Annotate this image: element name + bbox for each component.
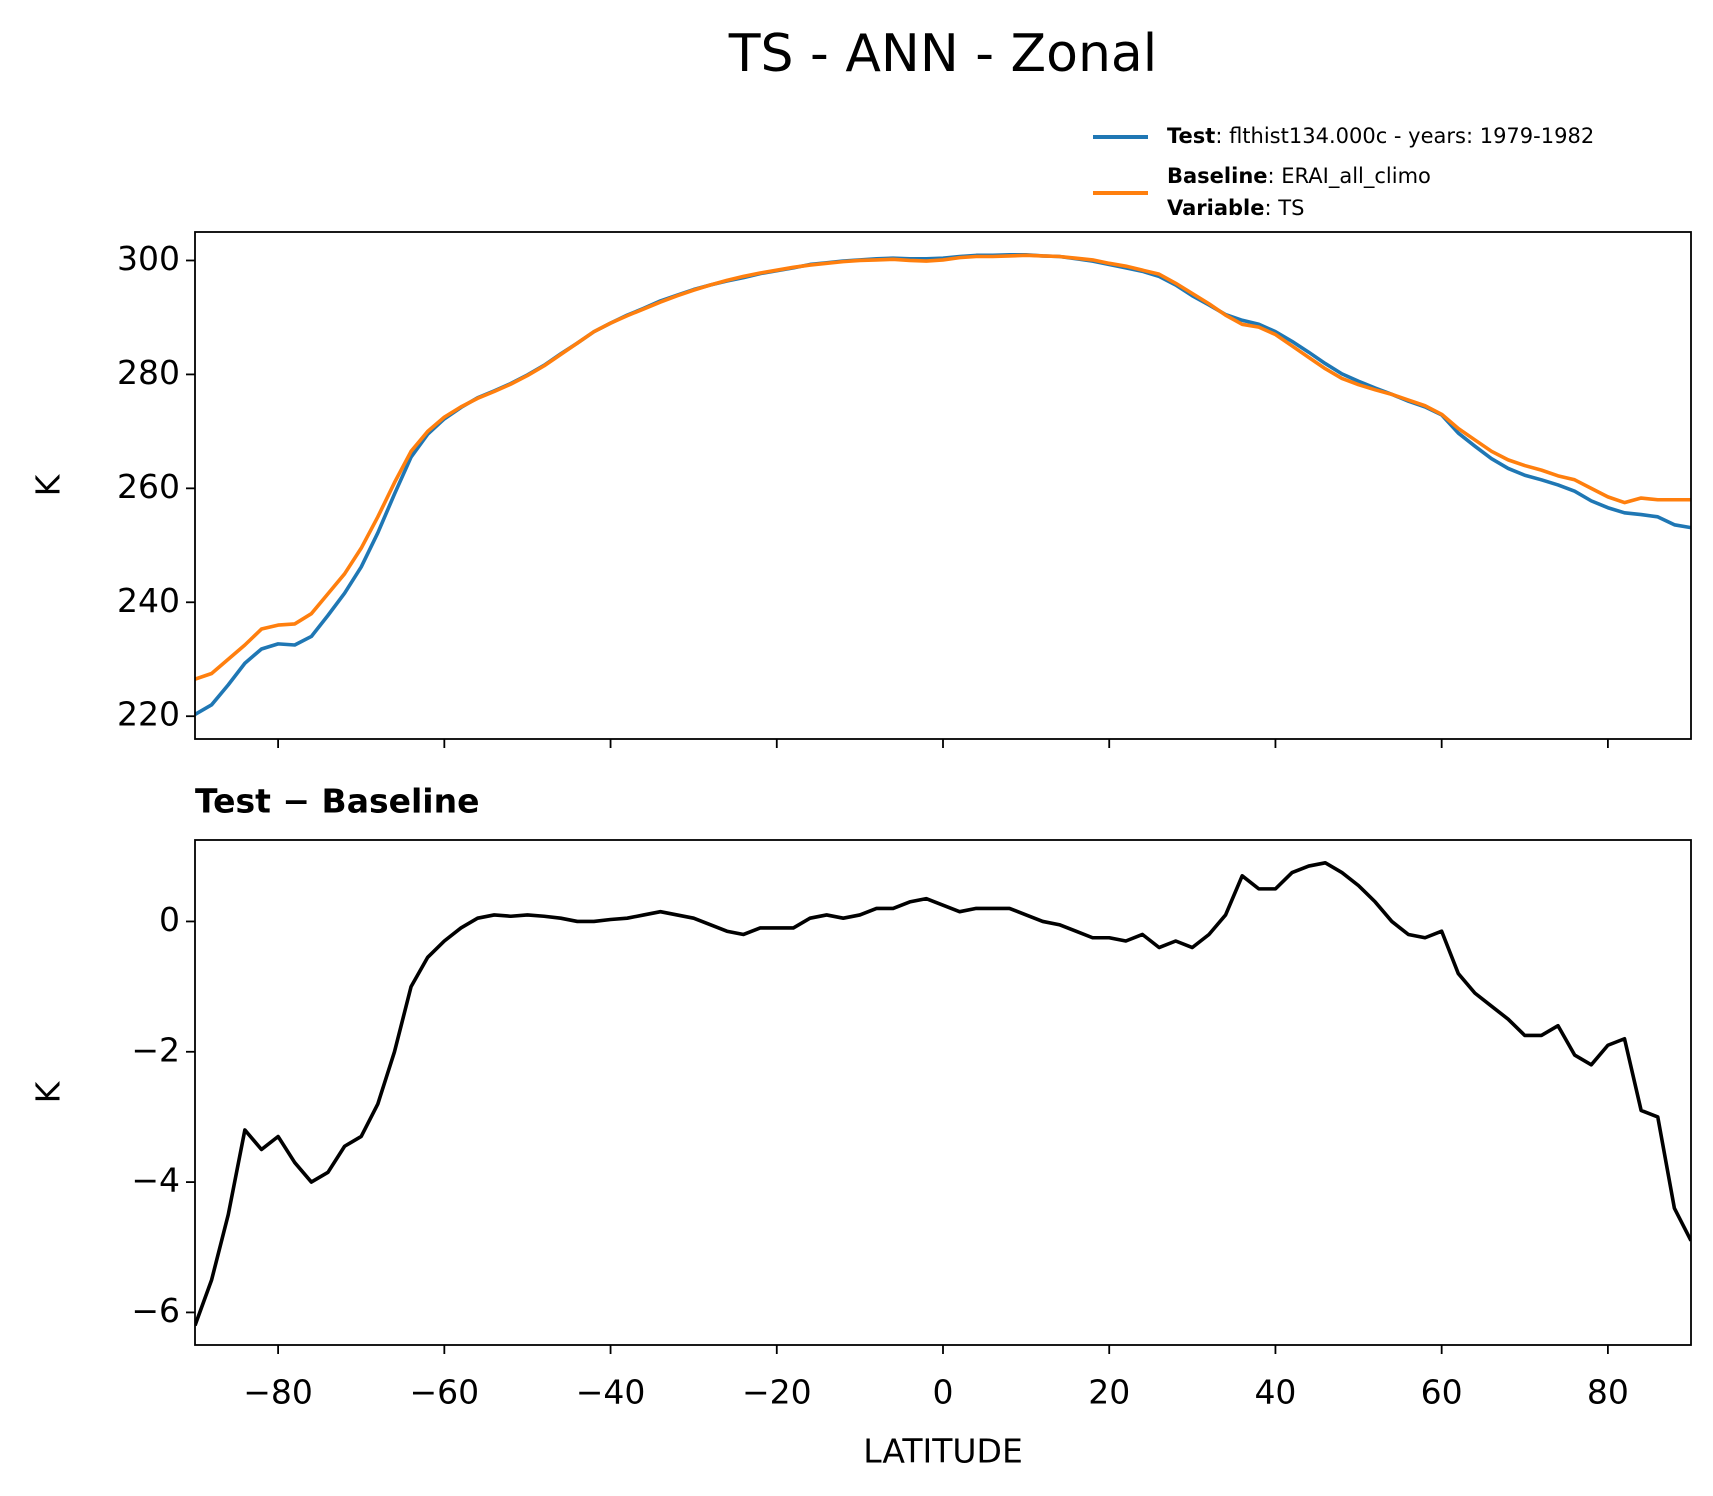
x-axis-label: LATITUDE: [863, 1432, 1023, 1471]
legend-label: Variable: TS: [1167, 196, 1304, 220]
y-tick-label: 240: [117, 581, 180, 620]
y-tick-label: −4: [131, 1161, 180, 1200]
y-tick-label: −2: [131, 1030, 180, 1069]
x-tick-label: 60: [1421, 1373, 1463, 1412]
legend-name: Baseline: [1167, 164, 1268, 188]
axes-frame: [194, 231, 1692, 740]
figure-title: TS - ANN - Zonal: [728, 24, 1158, 84]
legend-description: : TS: [1264, 196, 1304, 220]
x-tick-label: −40: [576, 1373, 646, 1412]
y-tick-label: 280: [117, 353, 180, 392]
y-tick-label: 300: [117, 239, 180, 278]
legend-name: Variable: [1167, 196, 1264, 220]
y-axis-label: K: [29, 1080, 68, 1103]
x-tick-label: 0: [933, 1373, 954, 1412]
axes-frame: [194, 839, 1692, 1346]
legend-label: Baseline: ERAI_all_climo: [1167, 164, 1431, 189]
x-tick-label: −20: [742, 1373, 812, 1412]
x-tick-label: 20: [1088, 1373, 1130, 1412]
data-line: [195, 861, 1691, 1327]
y-tick-label: 0: [159, 900, 180, 939]
y-tick-label: 260: [117, 467, 180, 506]
legend-name: Test: [1167, 124, 1215, 148]
x-tick-label: −80: [243, 1373, 313, 1412]
y-tick-label: 220: [117, 695, 180, 734]
y-tick-label: −6: [131, 1291, 180, 1330]
legend-description: : ERAI_all_climo: [1268, 164, 1431, 189]
y-axis-label: K: [29, 473, 68, 496]
x-tick-label: 40: [1254, 1373, 1296, 1412]
data-line: [195, 253, 1691, 681]
legend-label: Test: flthist134.000c - years: 1979-1982: [1167, 124, 1594, 148]
legend-description: : flthist134.000c - years: 1979-1982: [1215, 124, 1594, 148]
x-tick-label: 80: [1587, 1373, 1629, 1412]
subplot-title: Test − Baseline: [195, 782, 480, 821]
x-tick-label: −60: [410, 1373, 480, 1412]
